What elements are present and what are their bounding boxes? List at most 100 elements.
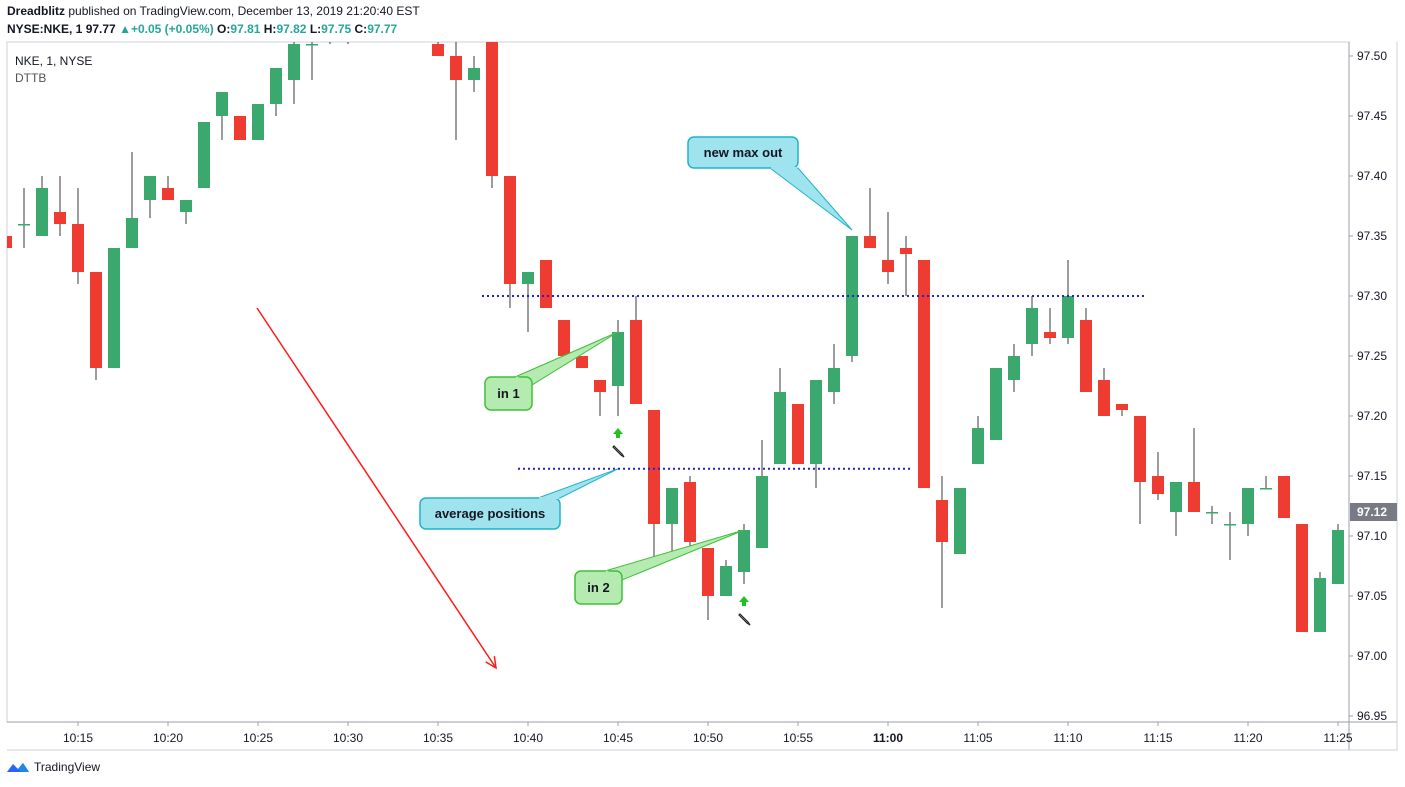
candle[interactable]	[54, 176, 66, 236]
candle[interactable]	[1044, 308, 1056, 344]
candle[interactable]	[1242, 488, 1254, 536]
candle[interactable]	[540, 260, 552, 308]
candle[interactable]	[72, 188, 84, 284]
candle-body	[1116, 404, 1128, 410]
candle-body	[18, 224, 30, 226]
candle[interactable]	[432, 20, 444, 56]
candle[interactable]	[756, 440, 768, 548]
candle[interactable]	[1116, 404, 1128, 416]
candle[interactable]	[1206, 506, 1218, 524]
candle[interactable]	[630, 296, 642, 404]
candle[interactable]	[360, 20, 372, 22]
candle[interactable]	[594, 380, 606, 416]
candle[interactable]	[162, 176, 174, 200]
candle[interactable]	[144, 176, 156, 218]
candle[interactable]	[1098, 368, 1110, 416]
candle[interactable]	[612, 320, 624, 416]
candle[interactable]	[1188, 428, 1200, 512]
candle[interactable]	[1260, 476, 1272, 490]
callout-new-max-out[interactable]: new max out	[687, 136, 853, 231]
entry-marker[interactable]	[738, 596, 751, 626]
footer-brand[interactable]: TradingView	[6, 760, 100, 774]
candle[interactable]	[1170, 482, 1182, 536]
candlestick-chart[interactable]: 97.50 97.45 97.40 97.35 97.30 97.25 97.20 97.15…	[0, 0, 1405, 760]
candle[interactable]	[306, 32, 318, 80]
candle[interactable]	[648, 410, 660, 560]
candle-body	[144, 176, 156, 200]
candle[interactable]	[216, 92, 228, 140]
candle[interactable]	[720, 560, 732, 596]
candle[interactable]	[198, 122, 210, 188]
candle[interactable]	[252, 104, 264, 140]
candle[interactable]	[774, 368, 786, 464]
candle[interactable]	[1080, 308, 1092, 392]
candle[interactable]	[1026, 296, 1038, 356]
author-name[interactable]: Dreadblitz	[7, 4, 66, 18]
candle-body	[720, 566, 732, 596]
candle[interactable]	[108, 248, 120, 368]
callout-in-2[interactable]: in 2	[574, 529, 745, 605]
candle[interactable]	[1008, 344, 1020, 392]
candle[interactable]	[1332, 524, 1344, 584]
published-text: published on TradingView.com, December 1…	[68, 4, 420, 18]
candle[interactable]	[918, 260, 930, 488]
entry-marker[interactable]	[612, 428, 625, 458]
trend-arrow-head	[485, 656, 497, 670]
candle[interactable]	[1134, 416, 1146, 524]
plot-area[interactable]	[6, 41, 1350, 723]
candle[interactable]	[414, 20, 426, 22]
candle[interactable]	[576, 356, 588, 368]
candle-body	[738, 530, 750, 572]
candle[interactable]	[954, 488, 966, 554]
candle[interactable]	[522, 272, 534, 332]
candle[interactable]	[288, 32, 300, 104]
candle-body	[1152, 476, 1164, 494]
callout-in-1[interactable]: in 1	[484, 331, 619, 411]
candle[interactable]	[684, 476, 696, 548]
candle[interactable]	[1296, 524, 1308, 632]
candle-body	[900, 248, 912, 254]
candle[interactable]	[792, 404, 804, 464]
candle[interactable]	[324, 20, 336, 44]
candle[interactable]	[702, 548, 714, 620]
candle[interactable]	[900, 236, 912, 296]
candle-body	[108, 248, 120, 368]
candle[interactable]	[810, 380, 822, 488]
candle[interactable]	[1152, 452, 1164, 500]
candle[interactable]	[234, 116, 246, 140]
candle[interactable]	[504, 176, 516, 308]
candle[interactable]	[90, 272, 102, 380]
candle[interactable]	[36, 176, 48, 236]
candle[interactable]	[738, 524, 750, 584]
candle[interactable]	[1278, 476, 1290, 518]
study-legend[interactable]: DTTB	[15, 71, 47, 85]
candle[interactable]	[378, 20, 390, 22]
candle-body	[702, 548, 714, 596]
candle[interactable]	[18, 188, 30, 248]
trend-arrow[interactable]	[256, 307, 497, 670]
candle[interactable]	[558, 320, 570, 356]
candle[interactable]	[270, 68, 282, 116]
candle[interactable]	[936, 476, 948, 608]
candle[interactable]	[846, 236, 858, 362]
candle[interactable]	[828, 344, 840, 404]
candle[interactable]	[180, 200, 192, 224]
candle[interactable]	[1062, 260, 1074, 344]
candle[interactable]	[468, 56, 480, 92]
candle[interactable]	[486, 20, 498, 188]
callout-average-positions[interactable]: average positions	[419, 468, 619, 530]
candle[interactable]	[1224, 512, 1236, 560]
candle[interactable]	[0, 236, 12, 248]
candle[interactable]	[450, 32, 462, 140]
candle[interactable]	[126, 152, 138, 248]
candle[interactable]	[396, 20, 408, 22]
candle[interactable]	[666, 488, 678, 560]
candle[interactable]	[972, 416, 984, 464]
candle[interactable]	[1314, 572, 1326, 632]
candle[interactable]	[864, 188, 876, 248]
candle[interactable]	[882, 212, 894, 284]
candle[interactable]	[342, 20, 354, 44]
candle-body	[414, 20, 426, 22]
candle[interactable]	[990, 368, 1002, 440]
x-tick-label: 11:20	[1233, 731, 1262, 745]
